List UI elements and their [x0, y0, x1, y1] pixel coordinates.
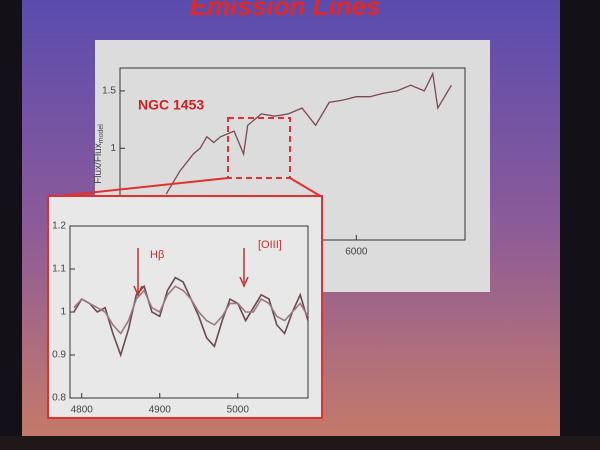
inset-chart: 0.8 0.9 1 1.1 1.2 4800 4900 5000 Hβ [OIII]	[52, 221, 309, 416]
inset-panel	[47, 195, 323, 419]
y-label-main: Flux/Flux	[93, 143, 104, 184]
y-tick-label: 1	[60, 307, 66, 318]
y-axis-label: Flux/Fluxmodel	[93, 124, 105, 184]
y-tick-label: 1	[110, 143, 116, 154]
y-tick-label: 1.2	[52, 221, 66, 232]
x-tick-label: 4800	[71, 405, 94, 416]
y-tick-label: 0.9	[52, 350, 66, 361]
x-tick-label: 6000	[345, 247, 368, 258]
zoom-box	[227, 117, 291, 179]
zoom-line	[289, 177, 323, 198]
arrow-head	[239, 276, 249, 288]
y-tick-label: 1.1	[52, 264, 66, 275]
annotation: [OIII]	[258, 239, 282, 251]
zoom-line	[49, 177, 229, 198]
arrow-head	[133, 285, 143, 297]
annotation: NGC 1453	[138, 97, 204, 113]
y-tick-label: 0.8	[52, 393, 66, 404]
x-tick-label: 4900	[149, 405, 172, 416]
spectrum-line	[73, 285, 309, 335]
x-tick-label: 5000	[227, 405, 250, 416]
stage	[0, 436, 600, 450]
y-tick-label: 1.5	[102, 86, 116, 97]
y-label-sub: model	[98, 124, 105, 144]
annotation: Hβ	[150, 249, 164, 261]
spectrum-line	[165, 71, 452, 195]
slide-title: Emission Lines	[190, 0, 381, 21]
